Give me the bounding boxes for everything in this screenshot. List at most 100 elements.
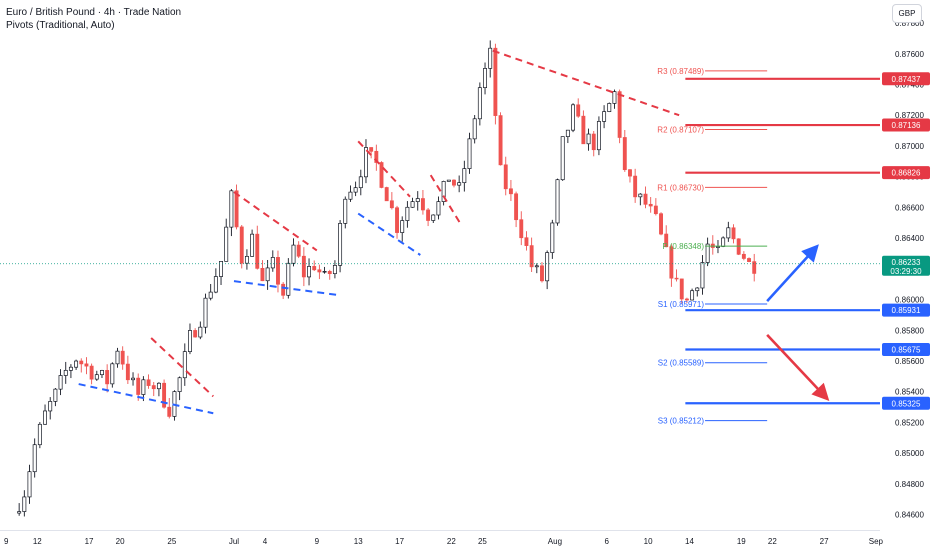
y-tick-label: 0.84800	[895, 480, 924, 489]
candle	[100, 369, 104, 379]
candle-bear	[374, 150, 379, 163]
candle	[410, 197, 415, 208]
support-level-value: 0.85675	[892, 345, 921, 354]
candle-bear	[581, 115, 586, 145]
candle-bull	[431, 214, 436, 221]
candle	[379, 161, 384, 189]
candle	[131, 372, 135, 386]
support-level-tag	[882, 342, 930, 356]
pivot-label-s1: S1 (0.85971)	[658, 300, 705, 309]
candle	[167, 398, 172, 419]
candle-bear	[234, 190, 239, 228]
candle	[555, 178, 560, 226]
candle-bull	[400, 220, 405, 233]
indicator-label[interactable]: Pivots (Traditional, Auto)	[6, 20, 115, 31]
resistance-level-tag	[882, 166, 930, 180]
candle	[726, 221, 731, 242]
candle	[467, 132, 472, 174]
candle-bear	[524, 237, 529, 246]
candle-bear	[540, 265, 544, 282]
bearish-scenario-arrow	[766, 334, 830, 401]
resistance-trendline[interactable]	[233, 191, 318, 252]
candle	[669, 244, 674, 287]
candle-bear	[503, 164, 508, 190]
candle-bull	[467, 138, 472, 169]
key-levels: 0.87437 0.87136 0.86826 0.85931 0.85675 0.853…	[685, 72, 930, 410]
candle	[384, 186, 389, 202]
candle	[58, 369, 63, 396]
candle	[312, 260, 317, 272]
candle	[213, 268, 218, 294]
candle	[317, 264, 322, 280]
candle-bull	[700, 262, 705, 289]
candle	[286, 258, 291, 299]
currency-button[interactable]: GBP	[892, 4, 922, 23]
candle-bear	[519, 219, 524, 239]
candle-bull	[483, 68, 487, 89]
candle	[633, 168, 638, 203]
candle-bear	[301, 255, 306, 278]
pivot-label-r2: R2 (0.87107)	[657, 126, 704, 135]
candle-bull	[343, 198, 348, 224]
resistance-trendline[interactable]	[492, 49, 680, 117]
resistance-trendline[interactable]	[357, 140, 411, 198]
candle	[276, 250, 280, 293]
candle	[141, 376, 146, 402]
candle-bull	[182, 351, 187, 379]
candle-bear	[255, 233, 260, 269]
symbol-title[interactable]: Euro / British Pound · 4h · Trade Nation	[6, 7, 182, 18]
candle-bull	[571, 104, 575, 131]
resistance-trendline[interactable]	[150, 337, 214, 398]
candle-bear	[379, 162, 384, 188]
x-axis: 9 12 17 20 25 Jul 4 9 13 17 22 25 Aug 6 10 14 19 22 27 Sep	[0, 530, 884, 546]
current-price-value: 0.86233	[892, 258, 921, 267]
candle	[94, 370, 99, 381]
candle	[519, 211, 524, 246]
support-trendline[interactable]	[233, 280, 338, 296]
x-tick-label: 25	[478, 537, 487, 546]
candle-bear	[395, 207, 399, 233]
candle-bear	[514, 193, 519, 221]
candle-bear	[731, 227, 736, 240]
x-tick-label: 17	[85, 537, 94, 546]
resistance-trendline[interactable]	[429, 174, 463, 227]
candle	[721, 236, 726, 248]
candle	[338, 220, 343, 273]
candle-bull	[586, 133, 591, 145]
candle	[89, 363, 94, 385]
candle-bear	[752, 261, 757, 274]
candle	[188, 323, 192, 355]
x-tick-label: Aug	[548, 537, 562, 546]
candle	[472, 115, 477, 144]
candle-bear	[679, 278, 684, 300]
candle	[369, 147, 374, 159]
trendlines	[78, 49, 680, 415]
x-tick-label: 14	[685, 537, 694, 546]
candle-bull	[555, 179, 560, 224]
candle	[446, 179, 451, 182]
support-trendline[interactable]	[78, 383, 214, 415]
support-trendline[interactable]	[357, 212, 421, 256]
candle-bull	[131, 377, 135, 381]
candle	[208, 283, 213, 301]
y-tick-label: 0.87000	[895, 142, 924, 151]
candle-bull	[198, 326, 203, 338]
y-tick-label: 0.87200	[895, 111, 924, 120]
candle-bull	[68, 366, 73, 371]
candle	[229, 189, 234, 237]
x-tick-label: 22	[768, 537, 777, 546]
candle	[234, 184, 239, 230]
candle-bull	[550, 222, 555, 253]
candle-bear	[529, 245, 534, 268]
candle	[576, 98, 581, 118]
candle-bull	[43, 410, 47, 425]
candle-bull	[462, 168, 467, 184]
candle	[617, 89, 622, 144]
candle	[514, 191, 519, 228]
candle	[653, 198, 658, 216]
candle-bear	[617, 91, 622, 138]
candle-bull	[48, 401, 53, 412]
candle	[22, 490, 27, 517]
